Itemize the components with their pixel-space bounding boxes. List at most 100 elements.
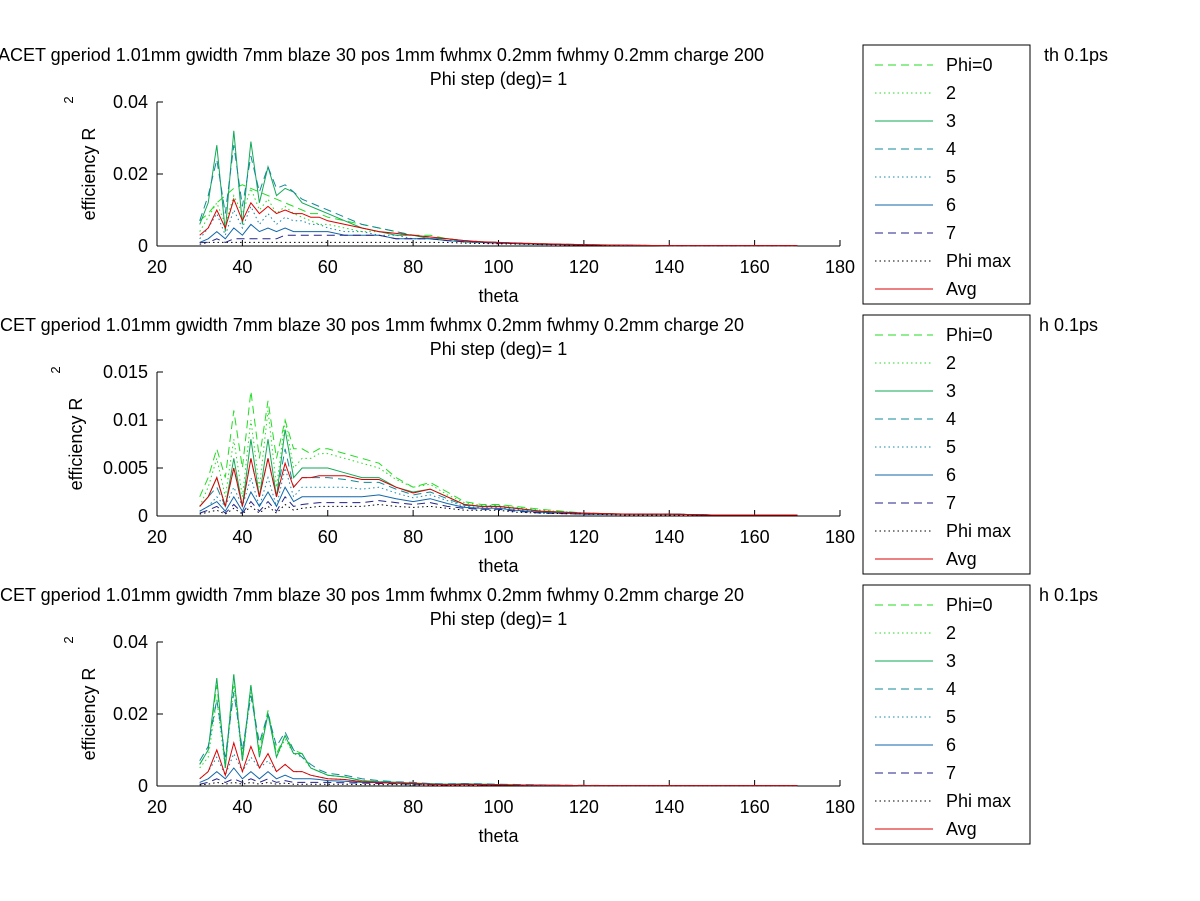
x-tick-label: 40 xyxy=(232,797,252,817)
legend-box xyxy=(862,314,1031,575)
plot-area xyxy=(199,391,798,516)
x-axis-label: theta xyxy=(478,286,519,306)
legend: Phi=0 2 3 4 5 6 7 Phi max Avg xyxy=(862,584,1031,845)
y-tick-label: 0.015 xyxy=(103,362,148,382)
chart-title-tail: h 0.1ps xyxy=(1039,315,1098,335)
series-line-2 xyxy=(199,685,798,787)
x-tick-label: 60 xyxy=(318,257,338,277)
legend-label: Phi max xyxy=(946,521,1011,541)
x-tick-label: 180 xyxy=(825,527,855,547)
x-tick-label: 180 xyxy=(825,797,855,817)
legend-label: 7 xyxy=(946,223,956,243)
y-axis-label-superscript: 2 xyxy=(48,366,63,373)
series-line-3 xyxy=(199,429,798,516)
chart-subtitle: Phi step (deg)= 1 xyxy=(430,339,568,359)
x-axis-label: theta xyxy=(478,556,519,576)
x-tick-label: 40 xyxy=(232,257,252,277)
chart-panel-2: CET gperiod 1.01mm gwidth 7mm blaze 30 p… xyxy=(0,314,1098,576)
legend-box xyxy=(862,584,1031,845)
y-axis-label: efficiency R xyxy=(79,128,99,221)
x-tick-label: 140 xyxy=(654,797,684,817)
y-tick-label: 0.005 xyxy=(103,458,148,478)
chart-panel-1: ACET gperiod 1.01mm gwidth 7mm blaze 30 … xyxy=(0,44,1108,306)
series-line-3 xyxy=(199,130,798,247)
chart-subtitle: Phi step (deg)= 1 xyxy=(430,69,568,89)
x-tick-label: 100 xyxy=(483,527,513,547)
x-tick-label: 20 xyxy=(147,527,167,547)
series-line-1 xyxy=(199,184,798,247)
legend-label: 7 xyxy=(946,763,956,783)
legend-label: 6 xyxy=(946,195,956,215)
y-tick-label: 0 xyxy=(138,506,148,526)
chart-title: CET gperiod 1.01mm gwidth 7mm blaze 30 p… xyxy=(0,585,744,605)
y-tick-label: 0.01 xyxy=(113,410,148,430)
x-tick-label: 120 xyxy=(569,257,599,277)
y-axis-label-superscript: 2 xyxy=(61,96,76,103)
legend-label: 3 xyxy=(946,381,956,401)
x-tick-label: 20 xyxy=(147,797,167,817)
series-line-8 xyxy=(199,503,798,516)
chart-title: ACET gperiod 1.01mm gwidth 7mm blaze 30 … xyxy=(0,45,764,65)
legend-label: 7 xyxy=(946,493,956,513)
series-line-2 xyxy=(199,410,798,516)
x-tick-label: 100 xyxy=(483,797,513,817)
series-line-4 xyxy=(199,692,798,787)
y-axis-label: efficiency R xyxy=(79,668,99,761)
legend: Phi=0 2 3 4 5 6 7 Phi max Avg xyxy=(862,314,1031,575)
legend-label: Avg xyxy=(946,549,977,569)
x-axis-label: theta xyxy=(478,826,519,846)
series-line-4 xyxy=(199,448,798,516)
x-tick-label: 160 xyxy=(740,257,770,277)
legend-label: 6 xyxy=(946,735,956,755)
x-tick-label: 20 xyxy=(147,257,167,277)
y-tick-label: 0.04 xyxy=(113,92,148,112)
series-line-8 xyxy=(199,241,798,247)
y-axis-label: efficiency R xyxy=(66,398,86,491)
series-line-9 xyxy=(199,740,798,787)
legend-label: 2 xyxy=(946,623,956,643)
legend-label: 3 xyxy=(946,111,956,131)
x-tick-label: 140 xyxy=(654,527,684,547)
x-tick-label: 40 xyxy=(232,527,252,547)
legend-label: Phi=0 xyxy=(946,595,993,615)
y-tick-label: 0 xyxy=(138,236,148,256)
legend-label: Avg xyxy=(946,279,977,299)
series-line-2 xyxy=(199,186,798,247)
legend-label: 5 xyxy=(946,707,956,727)
x-tick-label: 160 xyxy=(740,797,770,817)
series-line-3 xyxy=(199,674,798,787)
series-line-4 xyxy=(199,145,798,247)
legend-label: Phi max xyxy=(946,251,1011,271)
series-line-7 xyxy=(199,234,798,247)
series-line-5 xyxy=(199,205,798,247)
x-tick-label: 60 xyxy=(318,797,338,817)
x-tick-label: 100 xyxy=(483,257,513,277)
legend-label: 4 xyxy=(946,679,956,699)
chart-panel-3: CET gperiod 1.01mm gwidth 7mm blaze 30 p… xyxy=(0,584,1098,846)
x-tick-label: 80 xyxy=(403,257,423,277)
series-line-1 xyxy=(199,674,798,787)
legend-label: Avg xyxy=(946,819,977,839)
legend-label: 5 xyxy=(946,437,956,457)
legend-label: 3 xyxy=(946,651,956,671)
chart-title: CET gperiod 1.01mm gwidth 7mm blaze 30 p… xyxy=(0,315,744,335)
series-line-9 xyxy=(199,458,798,516)
chart-title-tail: th 0.1ps xyxy=(1044,45,1108,65)
legend-label: 2 xyxy=(946,353,956,373)
x-tick-label: 80 xyxy=(403,797,423,817)
plot-area xyxy=(199,130,798,247)
chart-title-tail: h 0.1ps xyxy=(1039,585,1098,605)
x-tick-label: 60 xyxy=(318,527,338,547)
legend: Phi=0 2 3 4 5 6 7 Phi max Avg xyxy=(862,44,1031,305)
y-tick-label: 0.04 xyxy=(113,632,148,652)
legend-label: Phi=0 xyxy=(946,55,993,75)
legend-box xyxy=(862,44,1031,305)
x-tick-label: 160 xyxy=(740,527,770,547)
legend-label: Phi max xyxy=(946,791,1011,811)
x-tick-label: 140 xyxy=(654,257,684,277)
legend-label: 2 xyxy=(946,83,956,103)
chart-subtitle: Phi step (deg)= 1 xyxy=(430,609,568,629)
legend-label: 4 xyxy=(946,139,956,159)
legend-label: 5 xyxy=(946,167,956,187)
